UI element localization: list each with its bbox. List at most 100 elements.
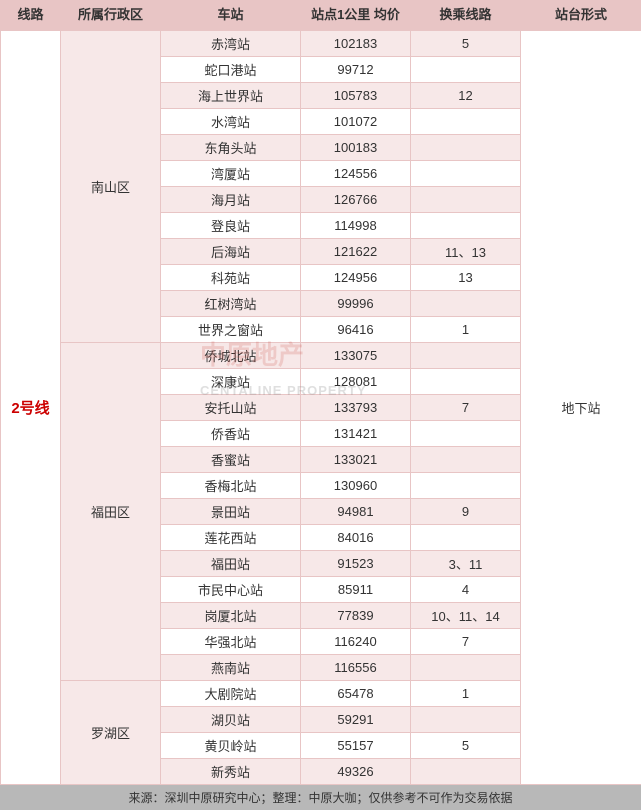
transfer-cell: 4 xyxy=(411,576,521,602)
transfer-cell: 11、13 xyxy=(411,238,521,264)
price-cell: 105783 xyxy=(301,82,411,108)
station-cell: 后海站 xyxy=(161,238,301,264)
transfer-cell xyxy=(411,368,521,394)
footer-source: 来源：深圳中原研究中心；整理：中原大咖；仅供参考不可作为交易依据 xyxy=(0,785,641,810)
transfer-cell xyxy=(411,524,521,550)
price-cell: 94981 xyxy=(301,498,411,524)
station-cell: 安托山站 xyxy=(161,394,301,420)
station-cell: 侨香站 xyxy=(161,420,301,446)
price-cell: 126766 xyxy=(301,186,411,212)
station-cell: 新秀站 xyxy=(161,758,301,784)
station-cell: 市民中心站 xyxy=(161,576,301,602)
transfer-cell: 9 xyxy=(411,498,521,524)
transfer-cell xyxy=(411,290,521,316)
station-cell: 湖贝站 xyxy=(161,706,301,732)
price-cell: 121622 xyxy=(301,238,411,264)
transfer-cell xyxy=(411,420,521,446)
station-cell: 燕南站 xyxy=(161,654,301,680)
transfer-cell: 7 xyxy=(411,394,521,420)
transfer-cell: 10、11、14 xyxy=(411,602,521,628)
station-cell: 赤湾站 xyxy=(161,30,301,56)
price-cell: 59291 xyxy=(301,706,411,732)
transfer-cell: 5 xyxy=(411,30,521,56)
transfer-cell xyxy=(411,758,521,784)
line-cell: 2号线 xyxy=(1,30,61,784)
station-cell: 红树湾站 xyxy=(161,290,301,316)
price-cell: 77839 xyxy=(301,602,411,628)
district-cell: 南山区 xyxy=(61,30,161,342)
station-cell: 水湾站 xyxy=(161,108,301,134)
price-cell: 102183 xyxy=(301,30,411,56)
platform-cell: 地下站 xyxy=(521,30,641,784)
price-cell: 99996 xyxy=(301,290,411,316)
station-cell: 登良站 xyxy=(161,212,301,238)
transfer-cell: 12 xyxy=(411,82,521,108)
station-cell: 大剧院站 xyxy=(161,680,301,706)
price-cell: 124956 xyxy=(301,264,411,290)
price-cell: 114998 xyxy=(301,212,411,238)
price-cell: 96416 xyxy=(301,316,411,342)
transfer-cell xyxy=(411,472,521,498)
station-cell: 海上世界站 xyxy=(161,82,301,108)
station-cell: 侨城北站 xyxy=(161,342,301,368)
transfer-cell: 3、11 xyxy=(411,550,521,576)
transfer-cell xyxy=(411,108,521,134)
header-district: 所属行政区 xyxy=(61,1,161,31)
station-cell: 深康站 xyxy=(161,368,301,394)
transfer-cell xyxy=(411,160,521,186)
price-cell: 100183 xyxy=(301,134,411,160)
transfer-cell: 7 xyxy=(411,628,521,654)
table-row: 2号线南山区赤湾站1021835地下站 xyxy=(1,30,641,56)
header-row: 线路 所属行政区 车站 站点1公里 均价 换乘线路 站台形式 xyxy=(1,1,641,31)
station-cell: 世界之窗站 xyxy=(161,316,301,342)
transfer-cell xyxy=(411,186,521,212)
price-cell: 99712 xyxy=(301,56,411,82)
transfer-cell: 1 xyxy=(411,316,521,342)
district-cell: 罗湖区 xyxy=(61,680,161,784)
price-cell: 65478 xyxy=(301,680,411,706)
transfer-cell xyxy=(411,56,521,82)
station-cell: 海月站 xyxy=(161,186,301,212)
transfer-cell xyxy=(411,212,521,238)
price-cell: 91523 xyxy=(301,550,411,576)
district-cell: 福田区 xyxy=(61,342,161,680)
price-cell: 85911 xyxy=(301,576,411,602)
header-transfer: 换乘线路 xyxy=(411,1,521,31)
price-cell: 128081 xyxy=(301,368,411,394)
station-cell: 福田站 xyxy=(161,550,301,576)
transfer-cell: 1 xyxy=(411,680,521,706)
table-body: 2号线南山区赤湾站1021835地下站蛇口港站99712海上世界站1057831… xyxy=(1,30,641,784)
price-cell: 133021 xyxy=(301,446,411,472)
station-cell: 香蜜站 xyxy=(161,446,301,472)
price-cell: 124556 xyxy=(301,160,411,186)
station-cell: 岗厦北站 xyxy=(161,602,301,628)
station-cell: 华强北站 xyxy=(161,628,301,654)
station-cell: 景田站 xyxy=(161,498,301,524)
transfer-cell: 5 xyxy=(411,732,521,758)
price-cell: 130960 xyxy=(301,472,411,498)
header-price: 站点1公里 均价 xyxy=(301,1,411,31)
transfer-cell xyxy=(411,134,521,160)
header-station: 车站 xyxy=(161,1,301,31)
price-cell: 116240 xyxy=(301,628,411,654)
price-cell: 116556 xyxy=(301,654,411,680)
metro-price-table: 线路 所属行政区 车站 站点1公里 均价 换乘线路 站台形式 2号线南山区赤湾站… xyxy=(0,0,641,785)
station-cell: 香梅北站 xyxy=(161,472,301,498)
price-cell: 133793 xyxy=(301,394,411,420)
header-line: 线路 xyxy=(1,1,61,31)
station-cell: 莲花西站 xyxy=(161,524,301,550)
station-cell: 东角头站 xyxy=(161,134,301,160)
table-container: 中原地产 CENTALINE PROPERTY 线路 所属行政区 车站 站点1公… xyxy=(0,0,641,785)
price-cell: 55157 xyxy=(301,732,411,758)
price-cell: 101072 xyxy=(301,108,411,134)
station-cell: 科苑站 xyxy=(161,264,301,290)
price-cell: 131421 xyxy=(301,420,411,446)
station-cell: 蛇口港站 xyxy=(161,56,301,82)
transfer-cell xyxy=(411,706,521,732)
transfer-cell xyxy=(411,342,521,368)
transfer-cell xyxy=(411,446,521,472)
transfer-cell: 13 xyxy=(411,264,521,290)
price-cell: 49326 xyxy=(301,758,411,784)
station-cell: 湾厦站 xyxy=(161,160,301,186)
price-cell: 133075 xyxy=(301,342,411,368)
